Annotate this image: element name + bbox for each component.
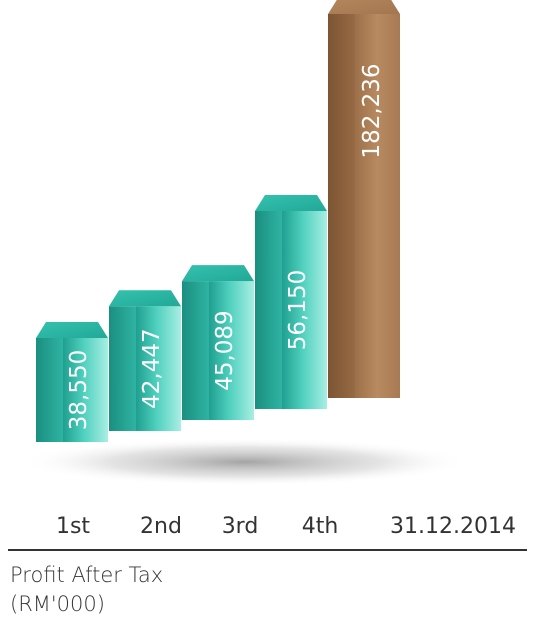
category-label: 4th xyxy=(302,514,339,539)
chart-title: Profit After Tax xyxy=(10,563,164,587)
floor-shadow xyxy=(20,438,470,486)
bar-value-label: 56,150 xyxy=(285,270,311,350)
category-label: 31.12.2014 xyxy=(390,514,516,539)
bar-side-2 xyxy=(109,306,136,431)
category-labels: 1st 2nd 3rd 4th 31.12.2014 xyxy=(56,514,516,539)
bar-top-5 xyxy=(328,0,400,14)
bar-front-5 xyxy=(355,14,400,398)
bar-value-label: 182,236 xyxy=(359,63,385,158)
category-label: 2nd xyxy=(140,514,182,539)
bar-top-2 xyxy=(109,290,181,307)
bar-3: 45,089 xyxy=(182,265,254,420)
chart-unit: (RM'000) xyxy=(10,592,105,616)
bar-side-5 xyxy=(328,14,355,398)
bar-top-3 xyxy=(182,265,254,282)
bar-1: 38,550 xyxy=(36,322,108,442)
bar-side-1 xyxy=(36,338,63,442)
bar-front-1 xyxy=(63,338,108,442)
bar-top-4 xyxy=(255,195,327,212)
bar-side-3 xyxy=(182,281,209,420)
bar-5: 182,236 xyxy=(328,0,400,398)
category-label: 1st xyxy=(56,514,90,539)
bar-top-1 xyxy=(36,322,108,338)
category-label: 3rd xyxy=(222,514,259,539)
bar-value-label: 45,089 xyxy=(212,310,238,390)
bar-value-label: 38,550 xyxy=(66,350,92,430)
bars-layer: 38,550 42,447 45,089 56,150 182,236 xyxy=(36,0,400,442)
bar-4: 56,150 xyxy=(255,195,327,409)
bar-value-label: 42,447 xyxy=(139,328,165,408)
bar-2: 42,447 xyxy=(109,290,181,431)
bar-side-4 xyxy=(255,211,282,409)
bar-front-3 xyxy=(209,281,254,420)
bar-front-2 xyxy=(136,306,181,431)
bar-front-4 xyxy=(282,211,327,409)
